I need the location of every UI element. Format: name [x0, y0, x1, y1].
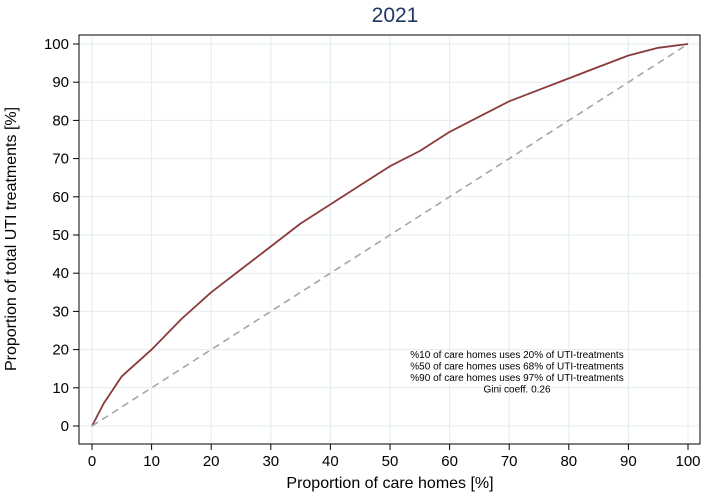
annotation-line: Gini coeff. 0.26 [483, 385, 551, 396]
y-tick-label: 80 [52, 112, 69, 129]
x-tick-label: 40 [322, 453, 339, 470]
x-tick-label: 80 [560, 453, 577, 470]
y-tick-label: 50 [52, 227, 69, 244]
x-tick-label: 30 [262, 453, 279, 470]
y-tick-label: 70 [52, 151, 69, 168]
annotation-line: %90 of care homes uses 97% of UTI-treatm… [410, 373, 623, 384]
x-tick-label: 90 [620, 453, 637, 470]
chart-title: 2021 [372, 4, 419, 27]
axis-ticks: 0 10 20 30 40 50 60 70 80 90 100 0 10 20 30 40 50 60 70 80 9… [44, 36, 701, 470]
y-tick-label: 100 [44, 36, 69, 53]
y-tick-label: 10 [52, 380, 69, 397]
y-tick-label: 40 [52, 265, 69, 282]
x-tick-label: 20 [203, 453, 220, 470]
x-tick-label: 60 [441, 453, 458, 470]
y-tick-label: 90 [52, 74, 69, 91]
x-tick-label: 70 [501, 453, 518, 470]
lorenz-curve [91, 43, 689, 427]
x-axis-title: Proportion of care homes [%] [286, 475, 493, 492]
annotation-line: %50 of care homes uses 68% of UTI-treatm… [410, 362, 623, 373]
y-tick-label: 60 [52, 189, 69, 206]
equality-line [91, 43, 689, 427]
x-tick-label: 10 [143, 453, 160, 470]
annotation-block: %10 of care homes uses 20% of UTI-treatm… [410, 350, 623, 396]
grid-lines [80, 36, 699, 443]
x-tick-label: 100 [675, 453, 700, 470]
y-tick-label: 30 [52, 303, 69, 320]
series-lines [91, 43, 689, 427]
y-axis-title: Proportion of total UTI treatments [%] [3, 107, 20, 371]
x-tick-label: 50 [382, 453, 399, 470]
y-tick-label: 0 [61, 418, 69, 435]
annotation-line: %10 of care homes uses 20% of UTI-treatm… [410, 350, 623, 361]
y-tick-label: 20 [52, 342, 69, 359]
x-tick-label: 0 [88, 453, 96, 470]
